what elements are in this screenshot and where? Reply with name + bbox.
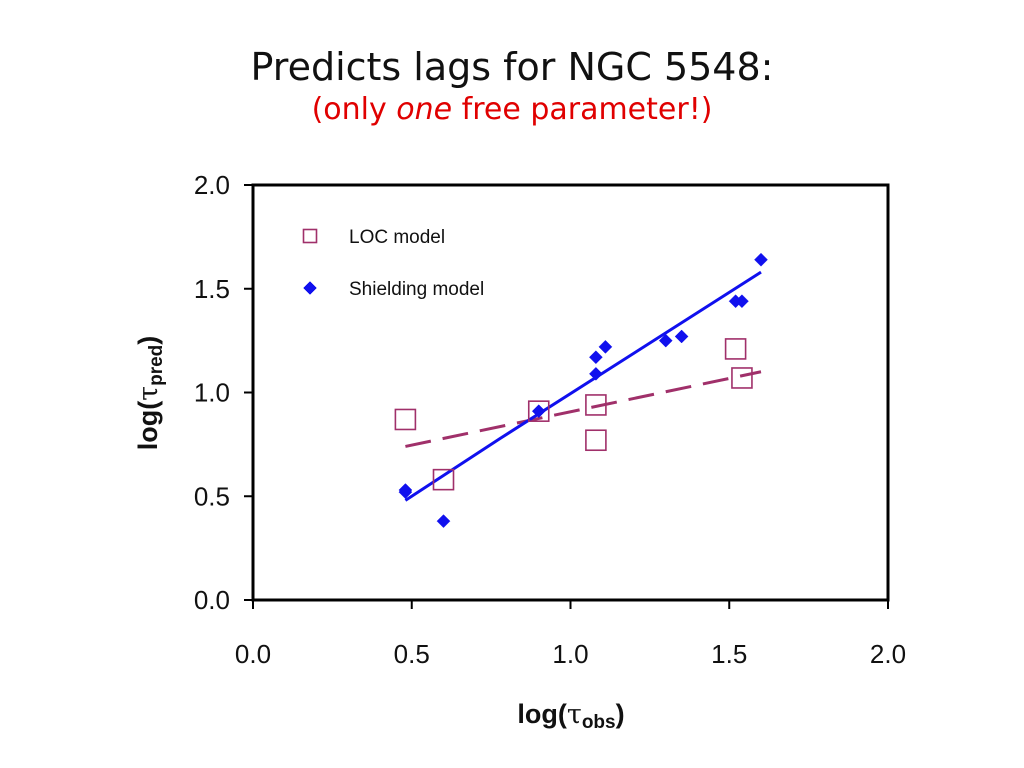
x-axis-title-end: )	[616, 699, 625, 729]
y-tick-label: 0.0	[194, 585, 230, 615]
shielding-model-point	[398, 485, 413, 499]
loc-model-point	[724, 338, 747, 360]
x-tick-label: 0.5	[394, 639, 430, 669]
shielding-model-point	[658, 333, 673, 348]
shielding-model-point	[674, 329, 689, 344]
y-axis-title-greek: τ	[133, 386, 164, 401]
loc-fit-line	[405, 370, 762, 448]
shielding-fit-line	[404, 270, 762, 502]
legend-marker-loc	[302, 228, 318, 244]
loc-model-point	[585, 394, 607, 416]
x-axis-title-main: log(	[517, 699, 566, 729]
subtitle-pre: (only	[311, 92, 397, 127]
y-tick-label: 0.5	[194, 481, 230, 511]
y-axis-title-main: log(	[133, 401, 163, 450]
loc-model-point	[731, 367, 753, 389]
shielding-model-point	[589, 350, 603, 365]
legend-marker-shielding	[303, 281, 317, 295]
legend: LOC model Shielding model	[302, 227, 484, 300]
loc-model-point	[394, 408, 417, 431]
subtitle-post: free parameter!)	[452, 92, 713, 127]
shielding-model-point	[598, 339, 613, 354]
shielding-model-point	[754, 252, 768, 267]
x-tick-label: 1.5	[711, 639, 747, 669]
x-tick-label: 2.0	[870, 639, 906, 669]
y-axis-title-sub: pred	[146, 345, 167, 386]
shielding-model-point	[436, 514, 451, 529]
x-axis-title-sub: obs	[582, 712, 616, 733]
chart-subtitle: (only one free parameter!)	[0, 90, 1024, 130]
axis-ticks: 0.0 0.5 1.0 1.5 2.0 0.0 0.5 1.0 1.5 2.0	[194, 170, 906, 669]
loc-model-point	[432, 468, 455, 491]
chart-title: Predicts lags for NGC 5548:	[250, 45, 774, 89]
legend-label-loc: LOC model	[349, 227, 445, 248]
y-tick-label: 1.0	[194, 378, 230, 408]
fit-lines	[404, 270, 762, 502]
y-axis-title-end: )	[133, 336, 163, 345]
x-tick-label: 0.0	[235, 639, 271, 669]
legend-label-shielding: Shielding model	[349, 279, 484, 300]
subtitle-emphasis: one	[396, 92, 453, 127]
loc-model-point	[527, 400, 550, 422]
y-tick-label: 1.5	[194, 274, 230, 304]
title-block: Predicts lags for NGC 5548: (only one fr…	[0, 44, 1024, 130]
shielding-model-point	[735, 294, 749, 309]
data-points	[394, 252, 768, 529]
shielding-model-point	[531, 404, 546, 419]
x-axis-title-greek: τ	[567, 699, 582, 730]
shielding-model-point	[589, 366, 603, 381]
x-axis-title: log(τobs)	[517, 699, 624, 733]
loc-model-point	[585, 429, 607, 452]
y-tick-label: 2.0	[194, 170, 230, 200]
x-tick-label: 1.0	[552, 639, 588, 669]
y-axis-title: log(τpred)	[133, 336, 167, 451]
